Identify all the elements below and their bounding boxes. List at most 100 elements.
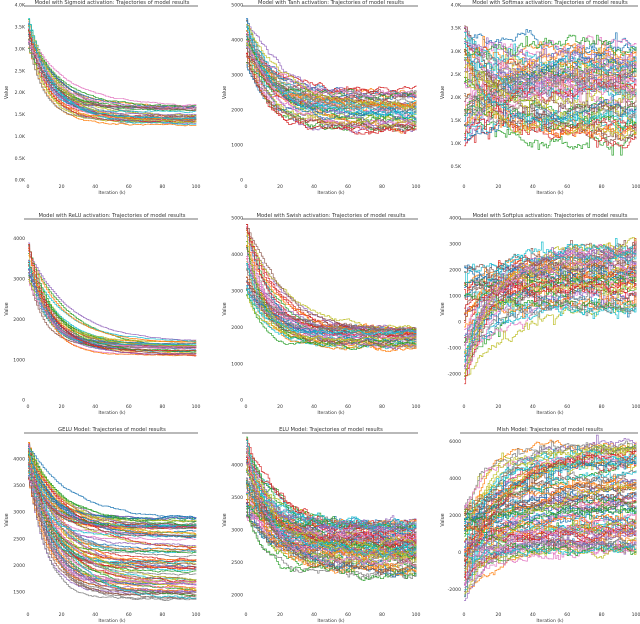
trajectory-line	[246, 26, 417, 121]
trajectory-line	[28, 454, 197, 548]
y-tick-label: 3.0K	[15, 46, 26, 52]
trajectory-line	[464, 483, 637, 552]
y-tick-label: 3500	[231, 495, 243, 501]
trajectory-line	[246, 52, 417, 95]
x-tick-label: 0	[463, 404, 466, 410]
y-tick-label: 4000	[13, 456, 25, 462]
x-tick-label: 20	[495, 184, 501, 190]
y-tick-label: 4.0K	[15, 3, 26, 9]
y-tick-label: 2.0K	[15, 90, 26, 96]
x-tick-label: 80	[159, 184, 165, 190]
trajectory-line	[28, 250, 197, 343]
chart-panel-6: Model with Softplus activation: Trajecto…	[440, 213, 640, 416]
x-tick-label: 60	[564, 184, 570, 190]
x-tick-label: 20	[277, 612, 283, 618]
y-tick-label: 2000	[449, 268, 461, 274]
trajectory-line	[464, 544, 637, 588]
trajectory-line	[464, 282, 637, 354]
x-tick-label: 0	[245, 612, 248, 618]
trajectory-line	[464, 49, 637, 144]
y-axis-label: Value	[440, 302, 446, 315]
y-tick-label: 2000	[449, 513, 461, 519]
trajectory-line	[246, 53, 417, 135]
chart-panel-3: Model with Softmax activation: Trajector…	[440, 0, 640, 196]
y-tick-label: 5000	[231, 216, 243, 222]
trajectory-line	[28, 454, 197, 554]
trajectory-line	[246, 440, 417, 558]
x-tick-label: 20	[277, 404, 283, 410]
trajectory-line	[464, 506, 637, 523]
x-axis-label: Iteration (k)	[317, 190, 344, 196]
y-tick-label: 2500	[231, 560, 243, 566]
y-tick-label: 2.0K	[451, 95, 462, 101]
x-tick-label: 60	[345, 184, 351, 190]
series-group	[246, 224, 417, 353]
trajectory-line	[28, 475, 197, 538]
trajectory-line	[246, 46, 417, 127]
x-axis-label: Iteration (k)	[536, 410, 563, 416]
x-tick-label: 40	[311, 404, 317, 410]
trajectory-line	[246, 230, 417, 353]
trajectory-line	[464, 489, 637, 561]
trajectory-line	[246, 263, 417, 330]
trajectory-line	[28, 444, 197, 584]
y-tick-label: 3000	[449, 242, 461, 248]
x-axis-label: Iteration (k)	[98, 190, 125, 196]
trajectory-line	[464, 76, 637, 107]
y-tick-label: 3000	[13, 510, 25, 516]
x-tick-label: 80	[599, 404, 605, 410]
y-tick-label: 0	[22, 398, 25, 404]
y-axis-label: Value	[4, 86, 10, 99]
trajectory-line	[28, 448, 197, 523]
y-tick-label: 2000	[231, 325, 243, 331]
x-tick-label: 0	[245, 404, 248, 410]
chart-panel-1: Model with Sigmoid activation: Trajector…	[4, 0, 200, 196]
y-tick-label: 1500	[13, 590, 25, 596]
x-tick-label: 0	[27, 184, 30, 190]
chart-panel-5: Model with Swish activation: Trajectorie…	[222, 213, 420, 416]
y-tick-label: 0	[240, 178, 243, 184]
x-tick-label: 60	[126, 612, 132, 618]
chart-title: Model with Tanh activation: Trajectories…	[258, 0, 404, 6]
y-axis-label: Value	[440, 86, 446, 99]
chart-title: GELU Model: Trajectories of model result…	[58, 427, 166, 433]
trajectory-line	[246, 508, 417, 582]
trajectory-line	[464, 71, 637, 139]
trajectory-line	[464, 445, 637, 531]
y-tick-label: 4000	[449, 216, 461, 222]
y-tick-label: 2500	[13, 536, 25, 542]
y-tick-label: 1.5K	[451, 118, 462, 124]
trajectory-line	[28, 260, 197, 345]
y-tick-label: 3000	[13, 276, 25, 282]
y-axis-label: Value	[4, 513, 10, 526]
trajectory-line	[464, 440, 637, 598]
y-tick-label: 1000	[231, 143, 243, 149]
trajectory-line	[464, 524, 637, 545]
trajectory-line	[28, 260, 197, 346]
trajectory-line	[464, 451, 637, 566]
y-tick-label: 1000	[13, 357, 25, 363]
y-axis-label: Value	[440, 513, 446, 526]
y-tick-label: 0.5K	[15, 156, 26, 162]
trajectory-line	[28, 456, 197, 551]
trajectory-line	[28, 250, 197, 341]
trajectory-line	[246, 224, 417, 338]
x-tick-label: 60	[564, 404, 570, 410]
chart-panel-9: Mish Model: Trajectories of model result…	[440, 427, 640, 624]
x-tick-label: 40	[530, 404, 536, 410]
trajectory-line	[28, 455, 197, 562]
trajectory-line	[28, 24, 197, 120]
x-tick-label: 40	[92, 612, 98, 618]
x-tick-label: 80	[159, 404, 165, 410]
x-tick-label: 100	[192, 184, 201, 190]
series-group	[28, 17, 197, 127]
trajectory-line	[246, 33, 417, 101]
x-tick-label: 60	[126, 184, 132, 190]
trajectory-line	[28, 474, 196, 593]
x-axis-label: Iteration (k)	[98, 618, 125, 624]
y-tick-label: 4.0K	[451, 3, 462, 9]
trajectory-line	[28, 457, 197, 583]
trajectory-line	[464, 53, 637, 136]
chart-title: ELU Model: Trajectories of model results	[279, 427, 383, 433]
